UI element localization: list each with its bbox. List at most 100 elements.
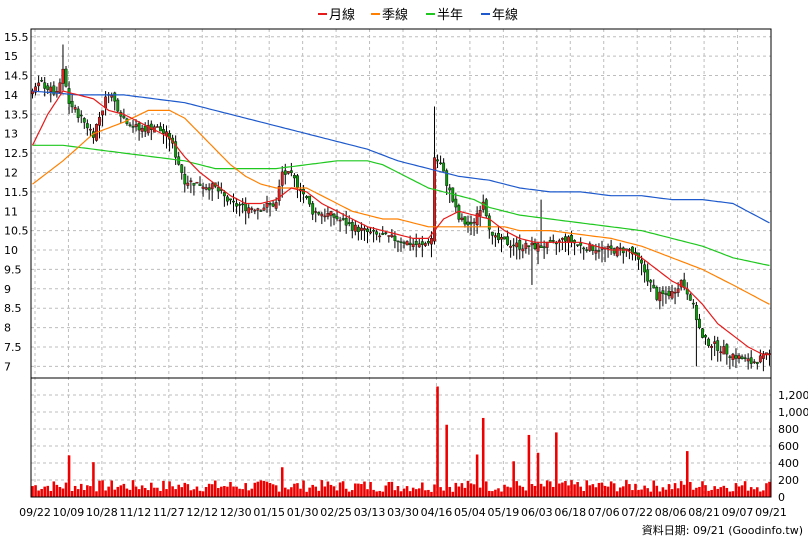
candle-body [731, 353, 735, 360]
volume-bar [676, 488, 680, 497]
candle-body [384, 232, 388, 234]
candle-body [512, 244, 516, 247]
volume-bar [347, 491, 351, 497]
candle-body [612, 248, 616, 254]
legend-label: 月線 [329, 7, 355, 23]
candle-body [88, 128, 92, 131]
volume-bar [159, 490, 162, 497]
candle-body [137, 122, 141, 131]
candle-body [274, 202, 278, 209]
volume-bar [265, 481, 269, 497]
volume-bar [679, 481, 683, 497]
volume-bar [357, 483, 360, 497]
candle-body [198, 183, 202, 186]
volume-bar [478, 487, 482, 497]
volume-bar [740, 485, 744, 497]
candle-body [527, 245, 531, 247]
candle-body [564, 236, 567, 242]
candle-body [396, 240, 400, 243]
candle-body [646, 269, 650, 282]
volume-bar [274, 485, 278, 497]
volume-bar [652, 480, 656, 497]
candle-body [588, 243, 592, 251]
candle-body [463, 216, 467, 225]
candle-body [679, 280, 683, 288]
volume-bar [518, 485, 522, 497]
volume-bar [43, 486, 46, 497]
price-tick-label: 10 [4, 244, 18, 257]
volume-bar [76, 489, 80, 497]
volume-bar [719, 487, 723, 497]
candle-body [369, 231, 372, 234]
volume-bar [180, 487, 184, 497]
volume-bar [542, 486, 546, 497]
date-tick-label: 05/04 [454, 506, 486, 519]
volume-bar [280, 467, 284, 497]
price-tick-label: 9.5 [4, 263, 22, 276]
volume-bar [561, 482, 564, 497]
volume-bar [637, 489, 640, 497]
volume-bar [670, 489, 674, 497]
volume-bar [539, 483, 543, 497]
candle-body [426, 241, 430, 244]
candle-body [728, 356, 732, 358]
volume-bar [162, 480, 165, 497]
candle-body [405, 241, 409, 246]
volume-bar [293, 483, 296, 497]
date-tick-label: 11/27 [153, 506, 185, 519]
volume-bar [323, 486, 327, 497]
candle-body [530, 242, 534, 246]
candle-body [524, 242, 528, 249]
candle-body [146, 125, 150, 134]
candle-body [579, 242, 583, 246]
volume-bar [61, 488, 65, 497]
volume-bar [73, 485, 77, 497]
candle-body [344, 217, 348, 226]
candle-body [591, 245, 595, 251]
volume-bar [472, 484, 476, 497]
volume-bar [475, 454, 479, 497]
price-tick-label: 7.5 [4, 341, 22, 354]
candle-body [402, 242, 406, 244]
date-tick-label: 08/21 [688, 506, 720, 519]
candle-body [500, 236, 503, 240]
candle-body [134, 124, 138, 127]
volume-bar [204, 486, 208, 497]
candle-body [710, 346, 714, 348]
volume-bar [500, 491, 503, 497]
candle-body [606, 245, 610, 249]
volume-bar [277, 491, 281, 497]
candle-body [481, 201, 485, 210]
volume-bar [463, 487, 467, 497]
candle-body [570, 235, 573, 243]
volume-bar [350, 490, 354, 497]
date-axis-ticks: 09/22 10/09 10/28 11/12 11/27 12/12 12/30 01/15… [19, 506, 787, 519]
candle-body [631, 246, 634, 255]
volume-bar [451, 491, 455, 497]
candle-body [283, 170, 287, 175]
volume-bar [192, 489, 196, 497]
volume-bar [235, 486, 238, 497]
candle-body [311, 203, 315, 215]
candle-body [271, 203, 275, 207]
volume-bar [220, 486, 223, 497]
candle-body [472, 221, 476, 224]
candle-body [506, 236, 510, 245]
price-tick-label: 11.5 [4, 186, 29, 199]
legend: 月線 季線 半年 年線 [318, 7, 518, 23]
candlesticks [31, 44, 771, 372]
legend-label: 年線 [492, 7, 518, 23]
candle-body [180, 164, 184, 173]
volume-bar [701, 481, 704, 497]
candle-body [296, 175, 299, 188]
volume-bar [40, 488, 43, 497]
volume-bar [119, 485, 123, 497]
volume-bar [153, 487, 156, 497]
volume-bar [536, 452, 540, 497]
volume-bar [484, 481, 488, 497]
volume-bar [156, 487, 159, 497]
volume-bar [311, 484, 314, 497]
volume-bar [618, 487, 622, 497]
candle-body [445, 170, 449, 186]
candle-body [536, 243, 540, 252]
